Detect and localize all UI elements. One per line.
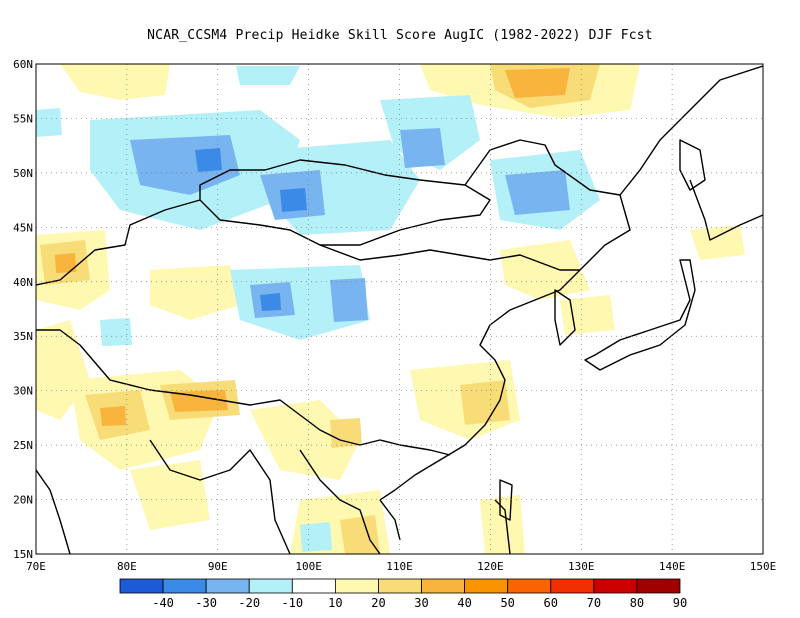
colorbar-labels: -40 -30 -20 -10 10 20 30 40 50 60 70 80 90: [152, 596, 687, 610]
lat-tick-label: 20N: [13, 494, 33, 507]
lat-tick-label: 25N: [13, 439, 33, 452]
colorbar-tick-label: -20: [238, 596, 260, 610]
lon-tick-label: 130E: [568, 560, 595, 573]
skill-shading: [36, 64, 745, 554]
colorbar-tick-label: 70: [587, 596, 601, 610]
colorbar-tick-label: -40: [152, 596, 174, 610]
colorbar-tick-label: -30: [195, 596, 217, 610]
colorbar-swatch: [593, 578, 638, 594]
colorbar-tick-label: 50: [500, 596, 514, 610]
colorbar-swatch: [378, 578, 422, 594]
colorbar-tick-label: 80: [630, 596, 644, 610]
colorbar-swatch: [119, 578, 164, 594]
colorbar-tick-label: 40: [457, 596, 471, 610]
colorbar-tick-label: -10: [281, 596, 303, 610]
colorbar-swatch: [464, 578, 509, 594]
colorbar-tick-label: 10: [328, 596, 342, 610]
lon-tick-label: 100E: [295, 560, 322, 573]
lon-tick-label: 90E: [208, 560, 228, 573]
lon-tick-label: 110E: [386, 560, 413, 573]
graticule: [36, 64, 763, 554]
map-frame: [35, 63, 764, 555]
lon-tick-label: 120E: [477, 560, 504, 573]
lat-tick-label: 55N: [13, 112, 33, 125]
colorbar-tick-label: 90: [673, 596, 687, 610]
lat-tick-label: 35N: [13, 330, 33, 343]
colorbar-swatch: [421, 578, 466, 594]
lat-tick-label: 15N: [13, 548, 33, 561]
colorbar-swatch: [550, 578, 595, 594]
colorbar-swatch: [205, 578, 250, 594]
colorbar-swatch: [507, 578, 552, 594]
lat-tick-label: 40N: [13, 276, 33, 289]
colorbar-swatch: [248, 578, 293, 594]
map-title: NCAR_CCSM4 Precip Heidke Skill Score Aug…: [147, 28, 653, 43]
lon-tick-label: 150E: [750, 560, 777, 573]
longitude-labels: 70E 80E 90E 100E 110E 120E 130E 140E 150E: [26, 560, 776, 573]
colorbar-tick-label: 30: [414, 596, 428, 610]
lon-tick-label: 80E: [117, 560, 137, 573]
lon-tick-label: 140E: [659, 560, 686, 573]
colorbar-tick-label: 60: [544, 596, 558, 610]
colorbar: [119, 578, 681, 594]
lon-tick-label: 70E: [26, 560, 46, 573]
lat-tick-label: 30N: [13, 385, 33, 398]
lat-tick-label: 45N: [13, 221, 33, 234]
coastline-and-borders: [36, 65, 763, 554]
lat-tick-label: 60N: [13, 58, 33, 71]
colorbar-swatch: [334, 578, 379, 594]
colorbar-swatch: [291, 578, 336, 594]
colorbar-swatch: [162, 578, 207, 594]
lat-tick-label: 50N: [13, 167, 33, 180]
latitude-labels: 15N 20N 25N 30N 35N 40N 45N 50N 55N 60N: [13, 58, 33, 561]
colorbar-tick-label: 20: [371, 596, 385, 610]
colorbar-swatch: [636, 578, 681, 594]
